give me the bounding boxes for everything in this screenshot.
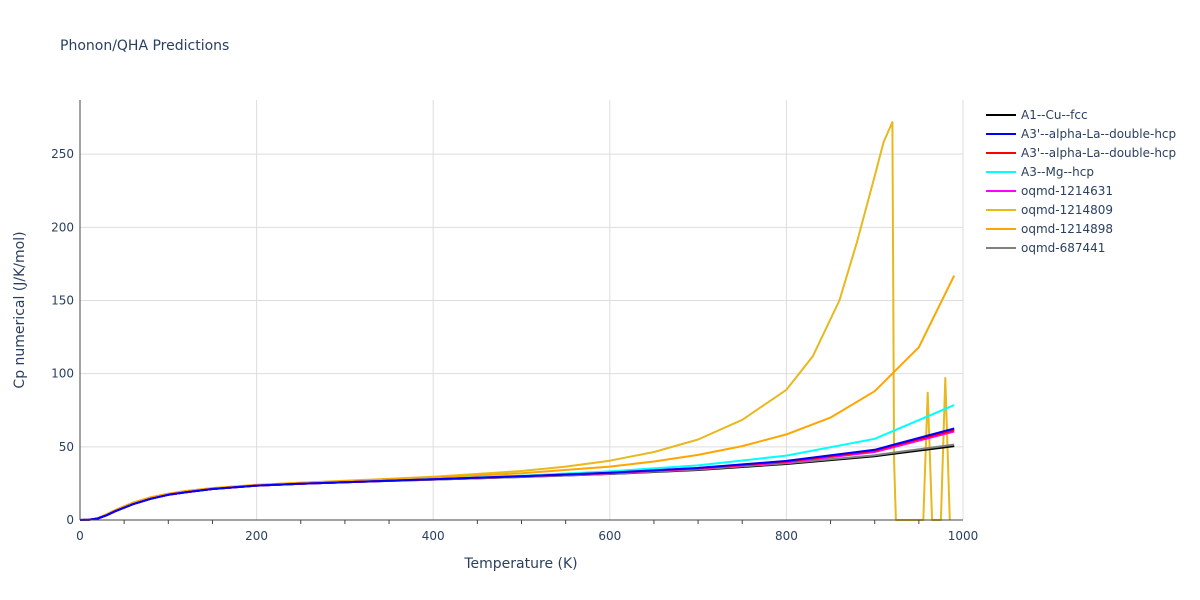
y-tick-label: 200: [51, 220, 74, 234]
legend-label[interactable]: oqmd-1214898: [1021, 222, 1113, 236]
legend-label[interactable]: A1--Cu--fcc: [1021, 108, 1088, 122]
x-axis-title: Temperature (K): [463, 556, 577, 572]
x-tick-label: 0: [76, 529, 84, 543]
x-tick-label: 400: [422, 529, 445, 543]
legend-label[interactable]: A3'--alpha-La--double-hcp: [1021, 127, 1176, 141]
grid: [80, 100, 964, 520]
legend-label[interactable]: oqmd-1214809: [1021, 203, 1113, 217]
x-tick-label: 800: [775, 529, 798, 543]
series-line-4: [79, 404, 955, 521]
series-line-2: [79, 427, 955, 521]
chart-title: Phonon/QHA Predictions: [60, 38, 229, 54]
y-tick-label: 100: [51, 367, 74, 381]
legend-label[interactable]: A3--Mg--hcp: [1021, 165, 1094, 179]
legend-label[interactable]: oqmd-687441: [1021, 241, 1105, 255]
series-line-7: [79, 275, 956, 521]
x-tick-label: 600: [598, 529, 621, 543]
y-tick-label: 0: [66, 513, 74, 527]
y-axis-title: Cp numerical (J/K/mol): [12, 231, 28, 388]
plot-area: [79, 121, 956, 521]
legend-label[interactable]: oqmd-1214631: [1021, 184, 1113, 198]
legend-label[interactable]: A3'--alpha-La--double-hcp: [1021, 146, 1176, 160]
x-tick-label: 1000: [948, 529, 979, 543]
y-tick-label: 50: [59, 440, 74, 454]
x-tick-label: 200: [245, 529, 268, 543]
y-tick-label: 250: [51, 147, 74, 161]
y-tick-label: 150: [51, 293, 74, 307]
legend[interactable]: A1--Cu--fcc A3'--alpha-La--double-hcp A3'-…: [986, 108, 1176, 255]
axes: 0 200 400 600 800 1000 0 50 100 150 200 250: [51, 100, 978, 543]
